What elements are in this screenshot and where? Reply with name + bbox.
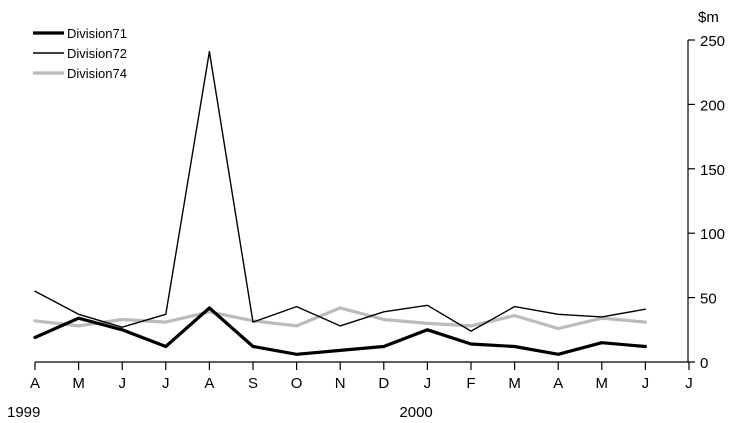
year-label-1999: 1999 bbox=[7, 404, 40, 421]
x-tick-label: J bbox=[162, 375, 170, 392]
x-tick-label: M bbox=[508, 375, 521, 392]
year-label-2000: 2000 bbox=[399, 404, 432, 421]
y-tick-label: 50 bbox=[700, 291, 717, 308]
y-tick-label: 0 bbox=[700, 355, 708, 372]
x-tick-label: A bbox=[30, 375, 40, 392]
x-tick-label: O bbox=[291, 375, 303, 392]
legend: Division71 Division72 Division74 bbox=[33, 26, 127, 81]
x-tick-label: D bbox=[378, 375, 389, 392]
y-axis-label: $m bbox=[698, 9, 719, 26]
legend-label-division71: Division71 bbox=[67, 26, 127, 41]
axis-layer: A M J J A S O N D J F M A M J J 1999 2000 0 50 100 150 200 250 $… bbox=[7, 9, 725, 421]
x-tick-label: A bbox=[204, 375, 214, 392]
x-tick-label: J bbox=[424, 375, 432, 392]
series-line-division74 bbox=[33, 306, 648, 331]
y-tick-label: 100 bbox=[700, 226, 725, 243]
x-tick-label: J bbox=[118, 375, 126, 392]
series-line-division71 bbox=[33, 306, 648, 356]
x-tick-label: S bbox=[248, 375, 258, 392]
series-line-division72 bbox=[34, 50, 647, 332]
x-tick-label: J bbox=[685, 375, 693, 392]
x-tick-label: M bbox=[72, 375, 85, 392]
y-tick-label: 150 bbox=[700, 162, 725, 179]
series-layer bbox=[33, 50, 648, 356]
y-tick-label: 250 bbox=[700, 33, 725, 50]
x-tick-label: J bbox=[642, 375, 650, 392]
y-tick-label: 200 bbox=[700, 97, 725, 114]
legend-label-division74: Division74 bbox=[67, 66, 127, 81]
x-tick-label: A bbox=[553, 375, 563, 392]
x-tick-label: N bbox=[335, 375, 346, 392]
legend-label-division72: Division72 bbox=[67, 46, 127, 61]
x-tick-label: F bbox=[466, 375, 475, 392]
x-tick-label: M bbox=[596, 375, 609, 392]
